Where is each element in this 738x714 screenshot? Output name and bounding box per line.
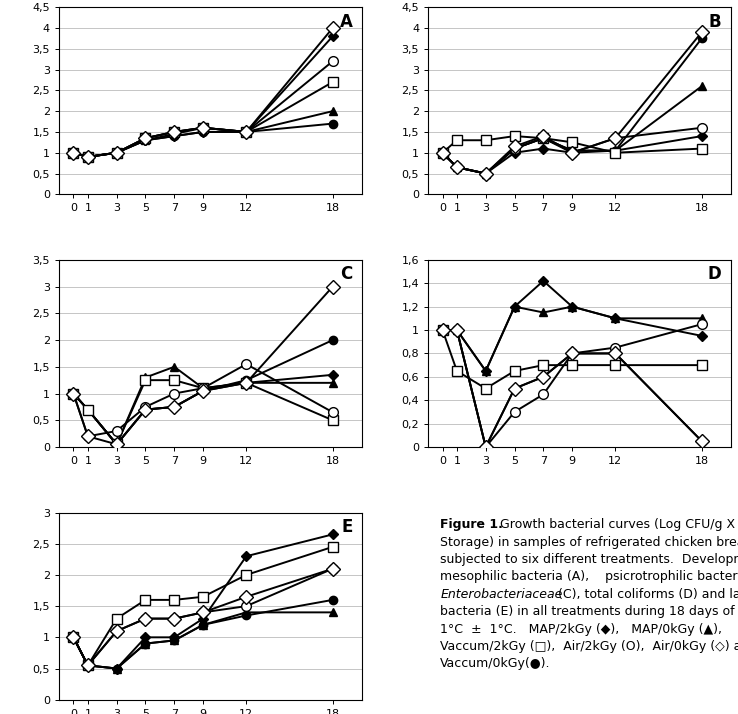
- Text: (C), total coliforms (D) and lactic acid: (C), total coliforms (D) and lactic acid: [554, 588, 738, 600]
- Text: D: D: [708, 266, 722, 283]
- Text: Figure 1.: Figure 1.: [440, 518, 503, 531]
- Text: E: E: [341, 518, 353, 536]
- Text: Enterobacteriaceae: Enterobacteriaceae: [440, 588, 562, 600]
- Text: mesophilic bacteria (A),    psicrotrophilic bacteria (B),: mesophilic bacteria (A), psicrotrophilic…: [440, 570, 738, 583]
- Text: Growth bacterial curves (Log CFU/g X Days of: Growth bacterial curves (Log CFU/g X Day…: [496, 518, 738, 531]
- Text: Vaccum/2kGy (□),  Air/2kGy (O),  Air/0kGy (◇) and: Vaccum/2kGy (□), Air/2kGy (O), Air/0kGy …: [440, 640, 738, 653]
- Text: Vaccum/0kGy(●).: Vaccum/0kGy(●).: [440, 658, 551, 670]
- Text: C: C: [340, 266, 353, 283]
- Text: 1°C  ±  1°C.   MAP/2kGy (◆),   MAP/0kGy (▲),: 1°C ± 1°C. MAP/2kGy (◆), MAP/0kGy (▲),: [440, 623, 723, 635]
- Text: Storage) in samples of refrigerated chicken breast fillets: Storage) in samples of refrigerated chic…: [440, 536, 738, 548]
- Text: subjected to six different treatments.  Development of: subjected to six different treatments. D…: [440, 553, 738, 566]
- Text: bacteria (E) in all treatments during 18 days of storage at: bacteria (E) in all treatments during 18…: [440, 605, 738, 618]
- Text: A: A: [339, 13, 353, 31]
- Text: B: B: [709, 13, 722, 31]
